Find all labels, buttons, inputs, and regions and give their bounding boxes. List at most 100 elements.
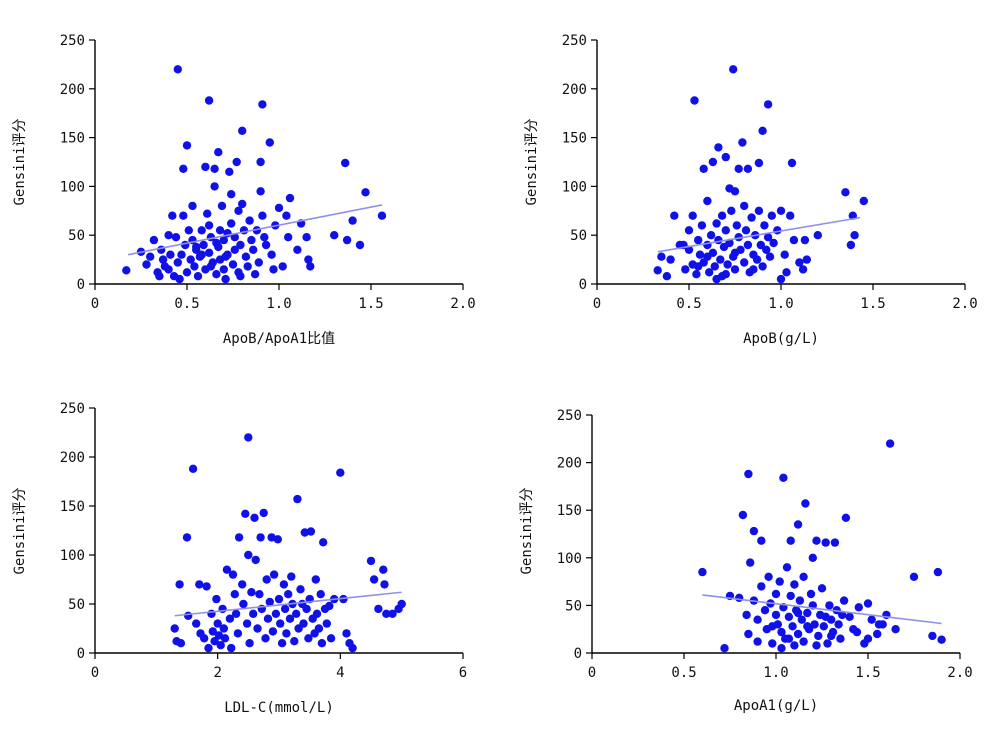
- data-point: [186, 255, 195, 264]
- x-tick-label: 1.5: [358, 296, 383, 312]
- data-point: [793, 608, 803, 618]
- data-point: [777, 644, 786, 653]
- data-point: [234, 533, 244, 542]
- data-point: [720, 644, 729, 653]
- data-point: [225, 614, 235, 623]
- data-point: [721, 270, 730, 279]
- data-point: [278, 262, 287, 271]
- data-point: [782, 268, 791, 277]
- data-point: [813, 231, 822, 240]
- data-point: [928, 631, 937, 641]
- data-point: [670, 211, 679, 220]
- data-point: [885, 439, 895, 448]
- data-point: [839, 596, 849, 605]
- data-point: [361, 188, 370, 197]
- data-point: [854, 603, 863, 612]
- data-point: [803, 622, 812, 631]
- data-point: [827, 631, 836, 641]
- x-tick-label: 2.0: [952, 296, 977, 312]
- data-point: [874, 620, 884, 629]
- data-point: [184, 226, 193, 235]
- data-point: [215, 226, 225, 235]
- data-point: [795, 258, 804, 267]
- data-point: [734, 233, 743, 242]
- data-point: [754, 206, 764, 215]
- data-point: [238, 580, 247, 589]
- data-point: [653, 266, 662, 275]
- data-point: [808, 553, 817, 562]
- data-point: [177, 250, 186, 259]
- data-point: [262, 575, 271, 584]
- data-point: [937, 635, 946, 644]
- data-point: [662, 272, 672, 281]
- data-point: [256, 157, 265, 167]
- data-point: [219, 235, 228, 245]
- data-point: [184, 611, 193, 620]
- data-point: [292, 609, 301, 618]
- data-point: [758, 126, 767, 135]
- data-point: [269, 570, 279, 579]
- data-point: [841, 188, 850, 197]
- y-axis-title: Gensini评分: [519, 487, 535, 574]
- data-point: [812, 536, 821, 545]
- data-point: [274, 203, 284, 213]
- data-point: [694, 235, 703, 245]
- y-tick-label: 250: [562, 33, 587, 49]
- data-point: [259, 508, 268, 518]
- data-point: [230, 590, 239, 599]
- data-point: [122, 266, 131, 275]
- x-axis-title: ApoB/ApoA1比值: [223, 331, 335, 347]
- data-point: [179, 211, 188, 220]
- data-point: [192, 242, 201, 252]
- data-point: [817, 584, 827, 593]
- x-tick-label: 6: [459, 665, 467, 681]
- data-point: [684, 245, 694, 254]
- y-tick-label: 100: [60, 548, 85, 564]
- data-point: [316, 590, 325, 599]
- data-point: [845, 612, 854, 621]
- y-tick-label: 0: [77, 646, 85, 662]
- data-point: [142, 260, 151, 269]
- data-point: [243, 262, 252, 271]
- data-point: [219, 265, 228, 274]
- y-tick-label: 150: [562, 131, 587, 147]
- data-point: [779, 473, 788, 482]
- data-point: [786, 536, 795, 545]
- data-point: [175, 274, 184, 284]
- data-point: [699, 164, 708, 173]
- data-point: [249, 609, 258, 618]
- data-point: [819, 622, 828, 631]
- data-point: [825, 601, 834, 610]
- data-point: [263, 614, 273, 623]
- data-point: [314, 624, 324, 633]
- y-tick-label: 150: [60, 131, 85, 147]
- data-point: [164, 231, 173, 240]
- data-point: [790, 641, 799, 650]
- data-point: [306, 527, 316, 536]
- data-point: [155, 272, 164, 281]
- data-point: [182, 268, 192, 277]
- data-point: [253, 624, 262, 633]
- data-point: [227, 643, 236, 653]
- data-point: [202, 582, 211, 591]
- y-axis-title: Gensini评分: [12, 487, 28, 574]
- data-point: [238, 126, 247, 135]
- data-point: [765, 252, 775, 261]
- data-point: [233, 629, 243, 638]
- data-point: [801, 499, 810, 508]
- data-point: [290, 637, 299, 646]
- data-point: [789, 235, 799, 245]
- x-tick-label: 4: [336, 665, 344, 681]
- data-point: [756, 240, 765, 250]
- data-point: [247, 588, 256, 597]
- data-point: [760, 606, 770, 615]
- data-point: [175, 580, 184, 589]
- data-point: [830, 538, 840, 547]
- data-point: [710, 262, 719, 271]
- y-tick-label: 200: [60, 82, 85, 98]
- data-point: [397, 599, 406, 609]
- x-tick-label: 2: [213, 665, 221, 681]
- y-tick-label: 100: [562, 179, 587, 195]
- data-point: [775, 577, 784, 586]
